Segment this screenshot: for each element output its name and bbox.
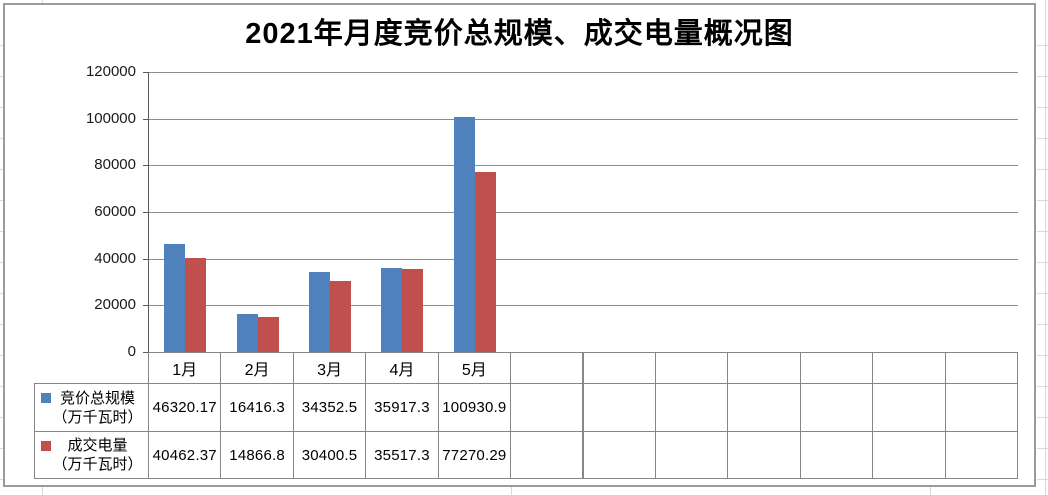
gridline [149,118,1018,120]
table-header-cell [727,352,801,384]
table-value-cell [654,431,729,479]
background-grid-column-line [42,487,43,495]
bar [381,268,403,352]
table-value-cell: 30400.5 [292,431,367,479]
y-axis-tick [143,118,148,120]
series-name: 成交电量 [67,437,128,454]
background-grid-column-line [511,487,512,495]
y-axis-tick [143,305,148,307]
gridline [149,165,1018,167]
y-axis-label: 80000 [94,156,136,174]
table-value-cell: 46320.17 [148,383,222,432]
table-header-cell: 2月 [220,352,294,384]
table-header-cell [582,352,656,384]
series-name: 竞价总规模 [59,389,135,407]
table-value-cell [872,431,946,479]
table-header-cell [799,352,874,384]
table-value-cell [944,383,1018,432]
table-value-cell: 35517.3 [365,431,439,479]
table-header-cell: 5月 [437,352,512,384]
table-value-cell [654,383,729,432]
y-axis-label: 120000 [85,63,136,80]
table-value-cell [872,383,946,432]
y-axis-tick [143,72,148,73]
background-grid-column-line [42,0,43,3]
gridline [149,258,1018,260]
table-value-cell: 35917.3 [365,383,439,432]
plot-area [148,72,1018,353]
chart-title: 2021年月度竞价总规模、成交电量概况图 [245,18,794,50]
table-value-cell: 77270.29 [437,431,512,479]
bar [309,271,331,352]
bar [164,243,186,352]
series-label-cell: 成交电量 （万千瓦时） [34,431,149,479]
background-grid-column-line [930,487,931,495]
table-value-cell [799,431,874,479]
background-grid-column-line [1045,0,1046,495]
series-unit: （万千瓦时） [52,408,143,426]
series-unit: （万千瓦时） [52,456,143,473]
table-value-cell [727,383,801,432]
series-label-cell: 竞价总规模 （万千瓦时） [34,383,149,432]
table-header-cell [510,352,584,384]
bar [402,269,424,352]
y-axis-label: 0 [127,343,136,360]
y-axis-tick [143,258,148,260]
table-value-cell [582,383,656,432]
bar [330,281,352,352]
gridline [149,72,1018,73]
y-axis-tick [143,165,148,167]
table-header-cell: 1月 [148,352,222,384]
table-value-cell [727,431,801,479]
y-axis-tick [143,352,148,353]
bar [474,171,496,352]
series-label: 成交电量 （万千瓦时） [35,436,148,474]
table-value-cell: 100930.9 [437,383,512,432]
table-header-cell: 3月 [292,352,367,384]
gridline [149,212,1018,213]
table-value-cell [799,383,874,432]
table-value-cell [582,431,656,479]
table-value-cell: 14866.8 [220,431,294,479]
y-axis-label: 60000 [94,203,136,220]
bar [236,313,258,352]
legend-key-icon [41,393,51,403]
legend-key-icon [41,441,51,451]
bar [453,116,475,352]
bar [257,317,279,352]
table-value-cell: 16416.3 [220,383,294,432]
table-header-cell [944,352,1018,384]
table-header-cell [654,352,729,384]
background-grid-rows-right [1037,0,1048,495]
table-value-cell [510,431,584,479]
background-grid-rows-left [0,0,3,495]
table-header-cell: 4月 [365,352,439,384]
y-axis-label: 100000 [85,109,136,127]
table-value-cell: 34352.5 [292,383,367,432]
y-axis-tick [143,212,148,213]
table-value-cell [944,431,1018,479]
bar [185,257,207,352]
series-label: 竞价总规模 （万千瓦时） [35,389,148,427]
y-axis-label: 40000 [94,249,136,267]
y-axis-label: 20000 [94,296,136,314]
table-value-cell: 40462.37 [148,431,222,479]
table-header-cell [872,352,946,384]
gridline [149,305,1018,307]
table-value-cell [510,383,584,432]
chart-object: 2021年月度竞价总规模、成交电量概况图 0 20000 40000 60000 800… [3,3,1036,487]
